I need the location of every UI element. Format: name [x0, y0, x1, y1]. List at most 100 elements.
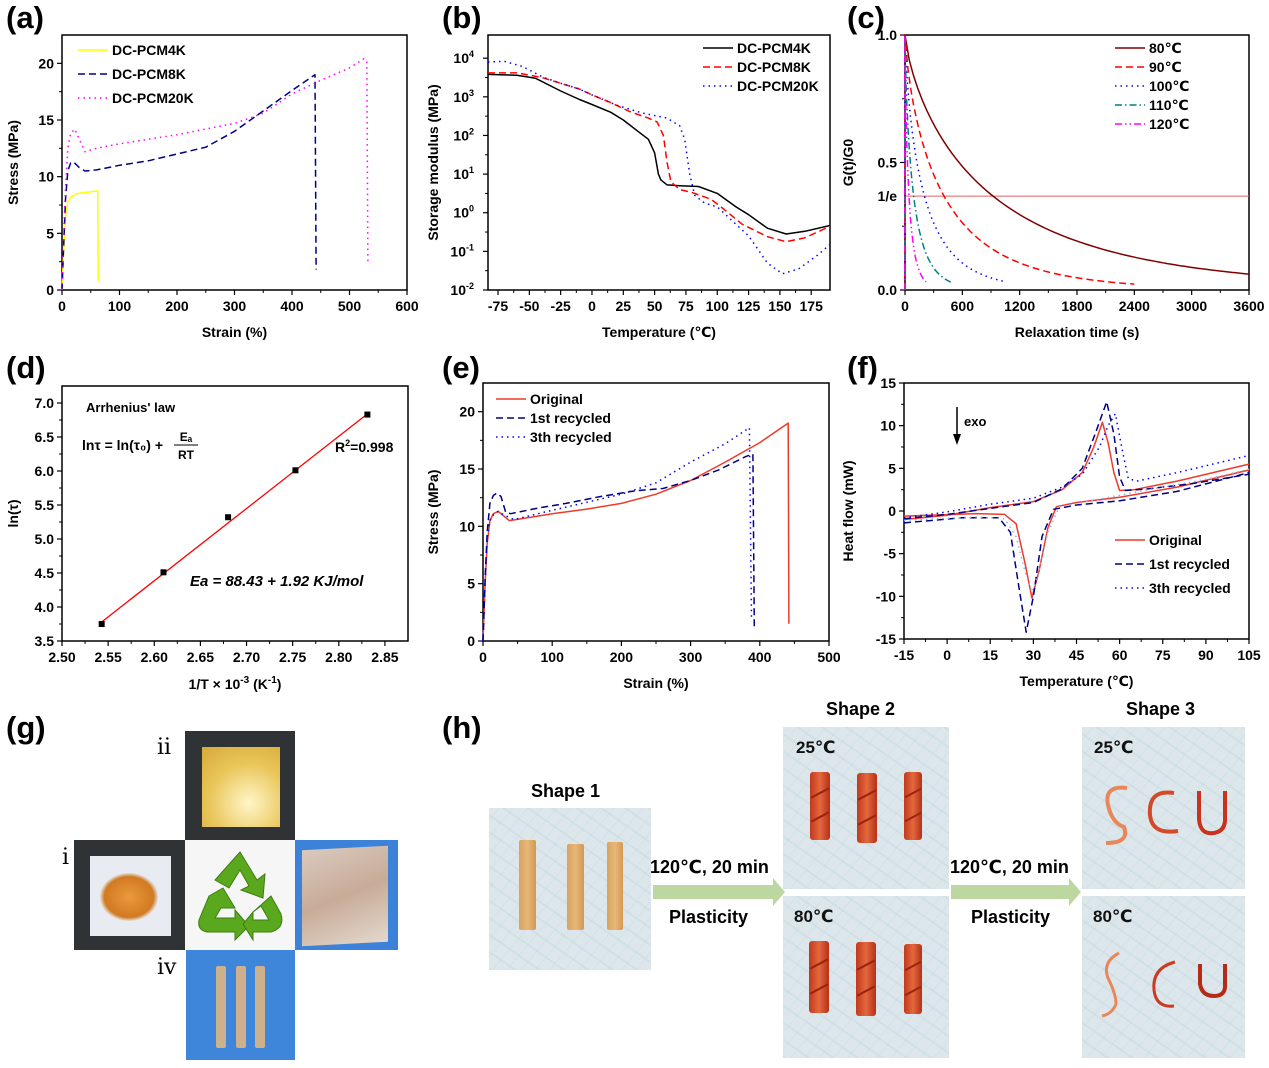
- x-tick-label: 175: [800, 298, 824, 314]
- plot-frame: [903, 382, 1250, 640]
- x-tick-label: 75: [678, 298, 694, 314]
- photo-shape2-25c: 25℃: [783, 727, 949, 889]
- series-line-1st-recycled: [903, 471, 1250, 633]
- y-axis-title: Storage modulus (MPa): [425, 84, 441, 240]
- scu-letters-25c: [1105, 785, 1228, 845]
- x-tick-label: 105: [1237, 647, 1261, 663]
- y-tick-label: 6.0: [35, 463, 55, 479]
- series-line-80℃: [904, 34, 1250, 290]
- series-line-3th-recycled: [903, 412, 1250, 519]
- x-tick-label: 200: [165, 298, 189, 314]
- panel-label-b: (b): [442, 0, 482, 35]
- x-tick-label: 2.50: [48, 649, 75, 665]
- y-tick-label: -5: [884, 546, 897, 562]
- y-tick-label: 10: [880, 418, 896, 434]
- x-tick-label: 100: [706, 298, 730, 314]
- shape3-temp-80: 80℃: [1093, 907, 1133, 926]
- photo-label-iv: iv: [157, 955, 177, 980]
- fit-line: [101, 413, 368, 623]
- x-tick-label: 400: [748, 649, 772, 665]
- legend-label: DC-PCM4K: [112, 42, 186, 58]
- x-tick-label: 90: [1198, 647, 1214, 663]
- x-tick-label: 100: [108, 298, 132, 314]
- panel-g-recycling-photos: ii i iii iv: [0, 700, 420, 1068]
- x-tick-label: 15: [982, 647, 998, 663]
- y-axis-title: Heat flow (mW): [840, 460, 856, 561]
- y-tick-label: 20: [459, 404, 475, 420]
- x-tick-label: 100: [541, 649, 565, 665]
- y-tick-label: 5.5: [35, 497, 55, 513]
- x-tick-label: 2.55: [95, 649, 122, 665]
- series-line-3th-recycled: [903, 468, 1250, 593]
- y-tick-label: 0: [46, 282, 54, 298]
- y-tick-label: 100: [453, 204, 474, 221]
- y-tick-label: 15: [38, 112, 54, 128]
- y-tick-label: 4.5: [35, 565, 55, 581]
- x-axis-title: Relaxation time (s): [1015, 324, 1139, 340]
- arrow1-icon: [653, 878, 785, 906]
- x-tick-label: 125: [737, 298, 761, 314]
- series-line-dc-pcm8k: [488, 72, 831, 243]
- photo-shape2-80c: 80℃: [783, 896, 949, 1058]
- legend-label: 1st recycled: [530, 410, 611, 426]
- y-tick-label: 4.0: [35, 599, 55, 615]
- photo-shape1: [489, 808, 651, 970]
- panel-label-d: (d): [6, 350, 46, 385]
- legend-label: 80℃: [1149, 40, 1182, 56]
- series-line-100℃: [904, 34, 1006, 290]
- y-tick-label: 10: [459, 518, 475, 534]
- data-point: [225, 514, 232, 521]
- x-tick-label: 75: [1155, 647, 1171, 663]
- series-line-1st-recycled: [482, 453, 756, 642]
- panel-label-e: (e): [442, 350, 480, 385]
- shape2-temp-80: 80℃: [794, 907, 834, 926]
- y-tick-label: 5: [467, 576, 475, 592]
- x-axis-title: Temperature (℃): [602, 324, 716, 340]
- y-tick-label: -10: [876, 588, 896, 604]
- chart-stress-relaxation: 0 600 1200 1800 2400 3000 3600 0.0 0.5 1.0 Relaxat…: [840, 27, 1265, 340]
- x-tick-label: 2.85: [371, 649, 398, 665]
- legend-label: 1st recycled: [1149, 556, 1230, 572]
- y-tick-label: 20: [38, 55, 54, 71]
- scu-letters-80c: [1101, 951, 1228, 1018]
- plot-frame: [904, 34, 1250, 291]
- x-axis-title: Strain (%): [202, 324, 267, 340]
- y-tick-label: 15: [459, 461, 475, 477]
- y-tick-label: 0.5: [878, 155, 898, 171]
- legend-label: DC-PCM8K: [112, 66, 186, 82]
- x-tick-label: 0: [943, 647, 951, 663]
- x-tick-label: 0: [588, 298, 596, 314]
- x-tick-label: 300: [679, 649, 703, 665]
- x-tick-label: 400: [280, 298, 304, 314]
- shape3-title: Shape 3: [1126, 699, 1196, 719]
- x-tick-label: 30: [1026, 647, 1042, 663]
- x-tick-label: 500: [817, 649, 840, 665]
- x-tick-label: 60: [1112, 647, 1128, 663]
- x-axis-title: Strain (%): [623, 675, 688, 691]
- y-axis-title: G(t)/G0: [840, 139, 856, 187]
- x-tick-label: 0: [58, 298, 66, 314]
- arrow1-condition: 120℃, 20 min: [650, 857, 769, 877]
- y-tick-label: 7.0: [35, 395, 55, 411]
- chart-stress-strain-recycled: 0 100 200 300 400 500 0 5 10 15 20 Strain (%) Stress…: [425, 382, 840, 691]
- series-line-dc-pcm8k: [61, 73, 317, 291]
- panel-label-c: (c): [847, 0, 885, 35]
- x-tick-label: 3000: [1176, 298, 1207, 314]
- legend-label: DC-PCM20K: [737, 78, 819, 94]
- x-tick-label: 600: [951, 298, 975, 314]
- legend-label: 100℃: [1149, 78, 1189, 94]
- x-tick-label: 600: [395, 298, 419, 314]
- y-tick-label: -15: [876, 631, 896, 647]
- x-tick-label: 1800: [1061, 298, 1092, 314]
- y-tick-label: 6.5: [35, 429, 55, 445]
- series-line-dc-pcm4k: [487, 73, 831, 235]
- series-line-original: [482, 422, 790, 642]
- x-tick-label: -15: [894, 647, 914, 663]
- y-tick-label: 15: [880, 375, 896, 391]
- x-tick-label: 25: [616, 298, 632, 314]
- x-axis-title: Temperature (℃): [1020, 673, 1134, 689]
- panel-label-g: (g): [6, 710, 46, 745]
- photo-shape3-25c: 25℃: [1082, 727, 1245, 889]
- y-tick-label: 102: [453, 126, 474, 143]
- legend-label: 90℃: [1149, 59, 1182, 75]
